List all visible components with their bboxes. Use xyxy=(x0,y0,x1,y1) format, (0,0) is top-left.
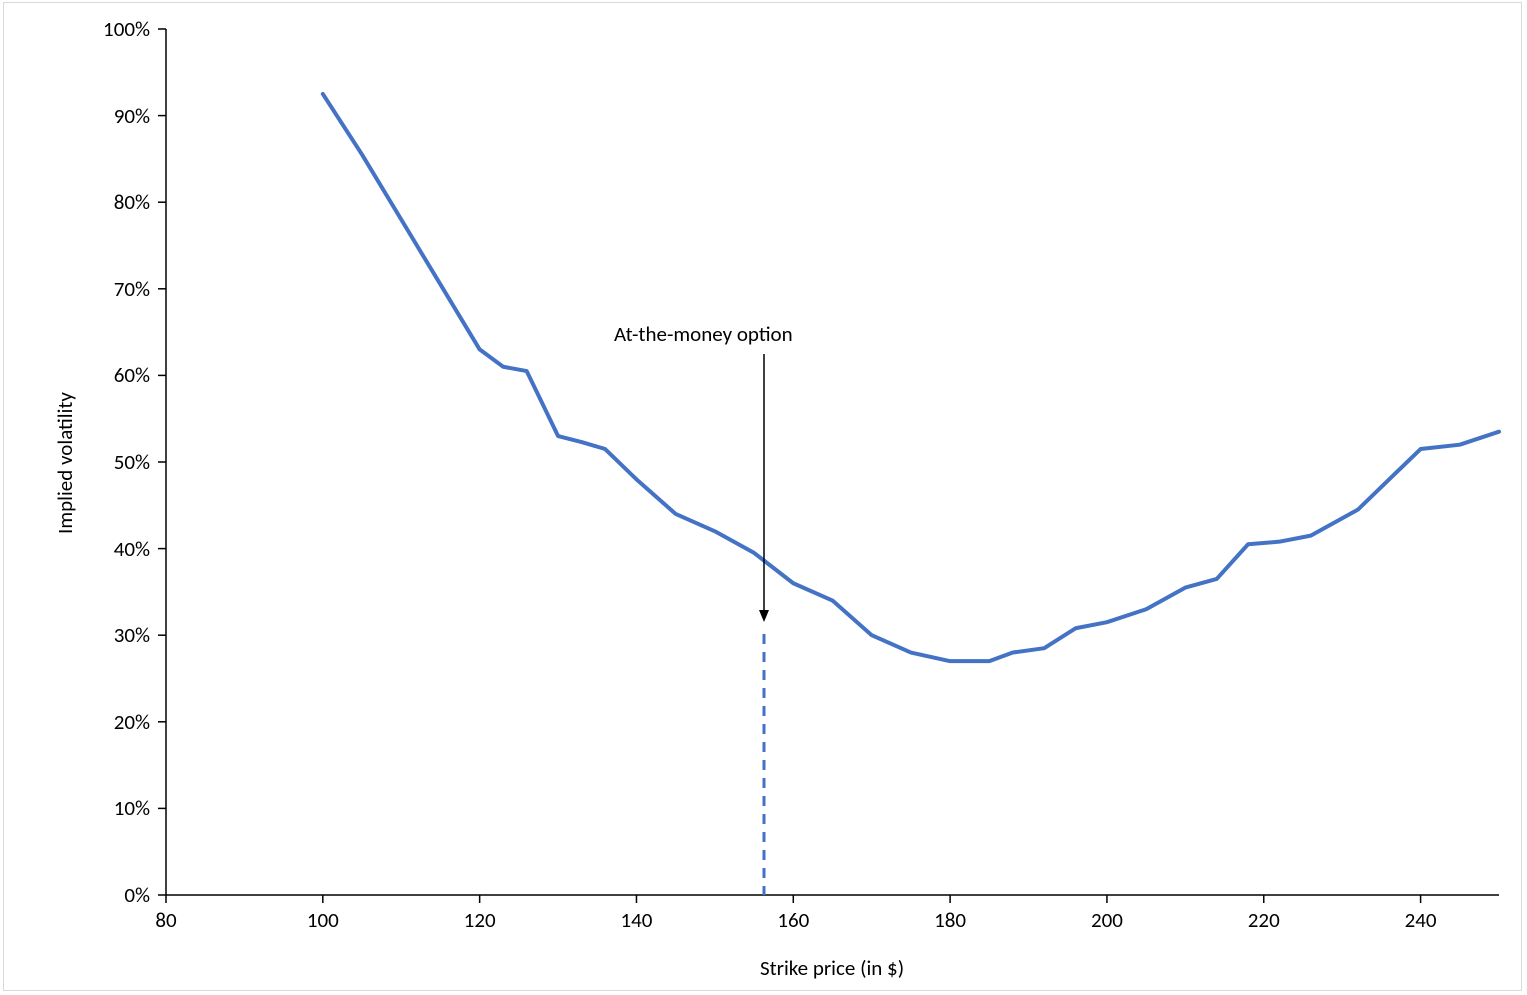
chart-border xyxy=(3,2,1522,991)
x-tick-label: 180 xyxy=(934,907,966,933)
annotation-atm-label: At-the-money option xyxy=(614,321,793,347)
y-axis-title: Implied volatility xyxy=(52,363,78,563)
x-tick-label: 200 xyxy=(1091,907,1123,933)
y-tick-label: 100% xyxy=(88,16,150,42)
x-tick-label: 80 xyxy=(155,907,176,933)
y-tick-label: 20% xyxy=(88,709,150,735)
x-tick-label: 140 xyxy=(621,907,653,933)
x-tick-label: 100 xyxy=(307,907,339,933)
x-axis-title: Strike price (in $) xyxy=(760,955,904,981)
y-tick-label: 60% xyxy=(88,362,150,388)
x-tick-label: 240 xyxy=(1405,907,1437,933)
y-tick-label: 0% xyxy=(88,882,150,908)
y-tick-label: 90% xyxy=(88,103,150,129)
x-tick-label: 120 xyxy=(464,907,496,933)
x-tick-label: 160 xyxy=(777,907,809,933)
y-tick-label: 50% xyxy=(88,449,150,475)
y-tick-label: 10% xyxy=(88,795,150,821)
y-tick-label: 40% xyxy=(88,536,150,562)
y-tick-label: 80% xyxy=(88,189,150,215)
y-tick-label: 70% xyxy=(88,276,150,302)
x-tick-label: 220 xyxy=(1248,907,1280,933)
y-tick-label: 30% xyxy=(88,622,150,648)
volatility-smile-chart: Implied volatility Strike price (in $) A… xyxy=(0,0,1527,995)
